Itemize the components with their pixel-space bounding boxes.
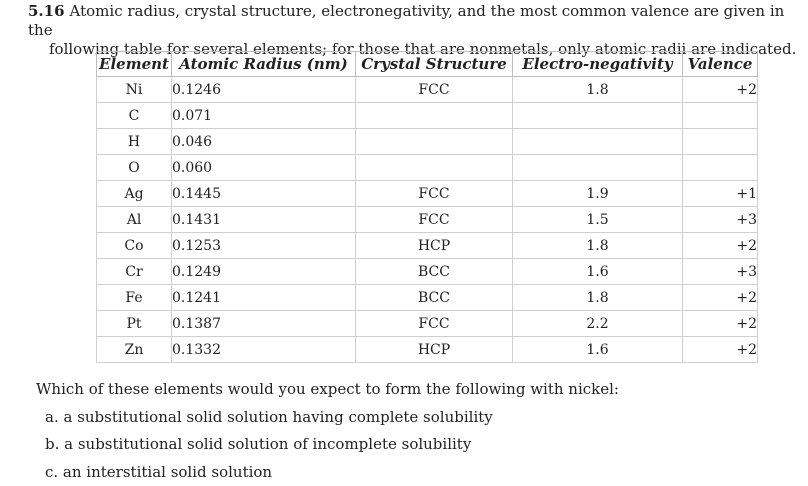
cell-atomic-radius: 0.1241 xyxy=(172,285,356,311)
header-electronegativity: Electro-negativity xyxy=(513,52,683,77)
cell-crystal-structure: FCC xyxy=(356,77,513,103)
element-properties-table: Element Atomic Radius (nm) Crystal Struc… xyxy=(96,51,758,363)
cell-element: C xyxy=(97,103,172,129)
cell-electronegativity: 1.9 xyxy=(513,181,683,207)
question-block: Which of these elements would you expect… xyxy=(36,376,619,486)
cell-crystal-structure xyxy=(356,129,513,155)
cell-element: Pt xyxy=(97,311,172,337)
cell-crystal-structure: BCC xyxy=(356,259,513,285)
cell-atomic-radius: 0.1332 xyxy=(172,337,356,363)
cell-electronegativity: 1.8 xyxy=(513,285,683,311)
table-header-row: Element Atomic Radius (nm) Crystal Struc… xyxy=(97,52,758,77)
cell-crystal-structure: HCP xyxy=(356,233,513,259)
cell-element: Ag xyxy=(97,181,172,207)
cell-electronegativity xyxy=(513,129,683,155)
cell-element: Co xyxy=(97,233,172,259)
cell-valence: +2 xyxy=(683,77,758,103)
cell-element: O xyxy=(97,155,172,181)
cell-electronegativity: 2.2 xyxy=(513,311,683,337)
cell-crystal-structure xyxy=(356,103,513,129)
cell-crystal-structure: FCC xyxy=(356,311,513,337)
cell-electronegativity: 1.6 xyxy=(513,259,683,285)
cell-crystal-structure: FCC xyxy=(356,181,513,207)
cell-valence: +3 xyxy=(683,207,758,233)
cell-valence xyxy=(683,155,758,181)
cell-valence: +1 xyxy=(683,181,758,207)
option-a: a. a substitutional solid solution havin… xyxy=(36,404,619,432)
header-atomic-radius: Atomic Radius (nm) xyxy=(172,52,356,77)
cell-atomic-radius: 0.1431 xyxy=(172,207,356,233)
cell-electronegativity: 1.5 xyxy=(513,207,683,233)
cell-atomic-radius: 0.1387 xyxy=(172,311,356,337)
cell-crystal-structure xyxy=(356,155,513,181)
cell-crystal-structure: FCC xyxy=(356,207,513,233)
cell-atomic-radius: 0.1249 xyxy=(172,259,356,285)
cell-valence: +2 xyxy=(683,285,758,311)
cell-valence xyxy=(683,103,758,129)
cell-atomic-radius: 0.071 xyxy=(172,103,356,129)
cell-element: Zn xyxy=(97,337,172,363)
cell-element: Al xyxy=(97,207,172,233)
cell-crystal-structure: HCP xyxy=(356,337,513,363)
problem-number: 5.16 xyxy=(28,2,65,20)
cell-valence: +3 xyxy=(683,259,758,285)
cell-electronegativity xyxy=(513,155,683,181)
cell-atomic-radius: 0.1445 xyxy=(172,181,356,207)
cell-element: Ni xyxy=(97,77,172,103)
cell-valence: +2 xyxy=(683,311,758,337)
cell-element: Cr xyxy=(97,259,172,285)
problem-text-line-1: Atomic radius, crystal structure, electr… xyxy=(28,2,784,39)
question-prompt: Which of these elements would you expect… xyxy=(36,376,619,404)
cell-atomic-radius: 0.1246 xyxy=(172,77,356,103)
header-crystal-structure: Crystal Structure xyxy=(356,52,513,77)
cell-atomic-radius: 0.046 xyxy=(172,129,356,155)
cell-element: Fe xyxy=(97,285,172,311)
cell-element: H xyxy=(97,129,172,155)
cell-crystal-structure: BCC xyxy=(356,285,513,311)
cell-electronegativity: 1.6 xyxy=(513,337,683,363)
option-b: b. a substitutional solid solution of in… xyxy=(36,431,619,459)
header-element: Element xyxy=(97,52,172,77)
cell-electronegativity: 1.8 xyxy=(513,77,683,103)
cell-valence: +2 xyxy=(683,337,758,363)
cell-valence xyxy=(683,129,758,155)
cell-atomic-radius: 0.1253 xyxy=(172,233,356,259)
cell-electronegativity: 1.8 xyxy=(513,233,683,259)
header-valence: Valence xyxy=(683,52,758,77)
cell-atomic-radius: 0.060 xyxy=(172,155,356,181)
cell-electronegativity xyxy=(513,103,683,129)
cell-valence: +2 xyxy=(683,233,758,259)
option-c: c. an interstitial solid solution xyxy=(36,459,619,486)
